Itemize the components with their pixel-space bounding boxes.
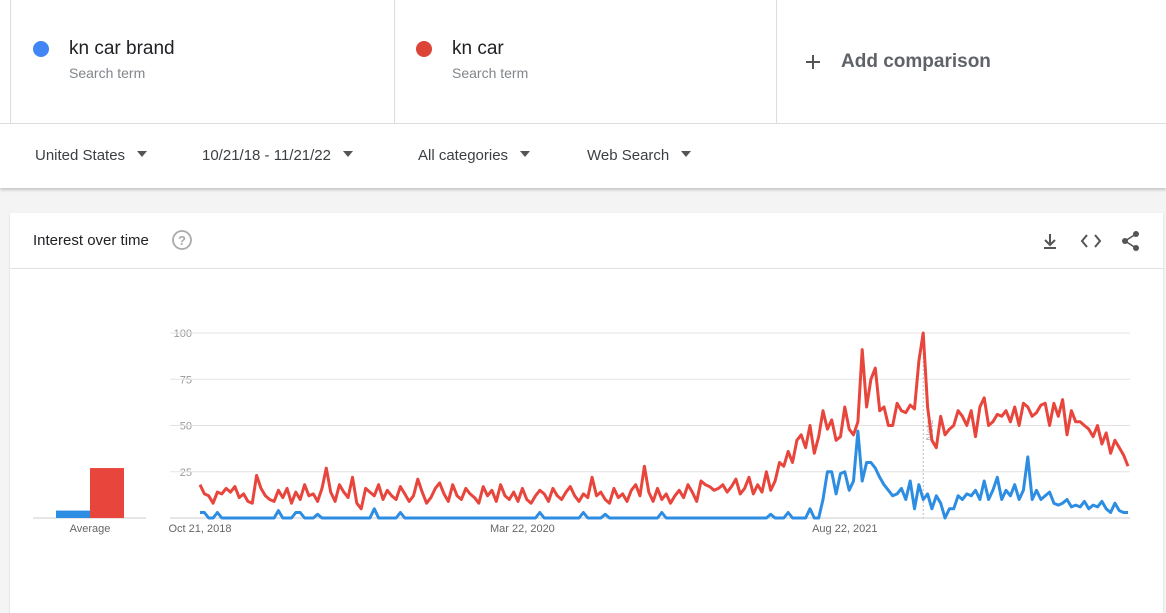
term-label: kn car brand	[69, 38, 175, 59]
average-bar	[56, 510, 90, 518]
series-line	[200, 429, 1128, 520]
download-icon[interactable]	[1040, 231, 1060, 251]
term-sublabel: Search term	[69, 65, 146, 81]
term-card[interactable]: kn car brand Search term	[10, 0, 395, 124]
term-label: kn car	[452, 38, 504, 59]
term-sublabel: Search term	[452, 65, 529, 81]
filter-dropdown[interactable]: All categories	[418, 147, 530, 164]
share-icon[interactable]	[1120, 230, 1142, 252]
card-title: Interest over time	[33, 232, 149, 249]
y-tick-label: 75	[180, 374, 192, 386]
y-tick-label: 50	[180, 421, 192, 433]
filter-dropdown[interactable]: Web Search	[587, 147, 691, 164]
y-tick-label: 25	[180, 467, 192, 479]
average-label: Average	[70, 523, 111, 535]
term-dot	[416, 41, 432, 57]
filter-dropdown[interactable]: 10/21/18 - 11/21/22	[202, 147, 353, 164]
filter-dropdown[interactable]: United States	[35, 147, 147, 164]
help-icon[interactable]: ?	[171, 229, 193, 251]
plus-icon	[806, 55, 820, 69]
add-comparison-label: Add comparison	[841, 51, 991, 72]
x-tick-label: Mar 22, 2020	[490, 523, 555, 535]
embed-icon[interactable]	[1080, 231, 1102, 251]
header: kn car brand Search term kn car Search t…	[0, 0, 1166, 188]
svg-text:?: ?	[178, 233, 186, 248]
term-dot	[33, 41, 49, 57]
y-tick-label: 100	[174, 328, 192, 340]
series-line	[198, 331, 1130, 511]
x-tick-label: Aug 22, 2021	[812, 523, 877, 535]
x-tick-label: Oct 21, 2018	[169, 523, 232, 535]
average-bar	[90, 468, 124, 518]
